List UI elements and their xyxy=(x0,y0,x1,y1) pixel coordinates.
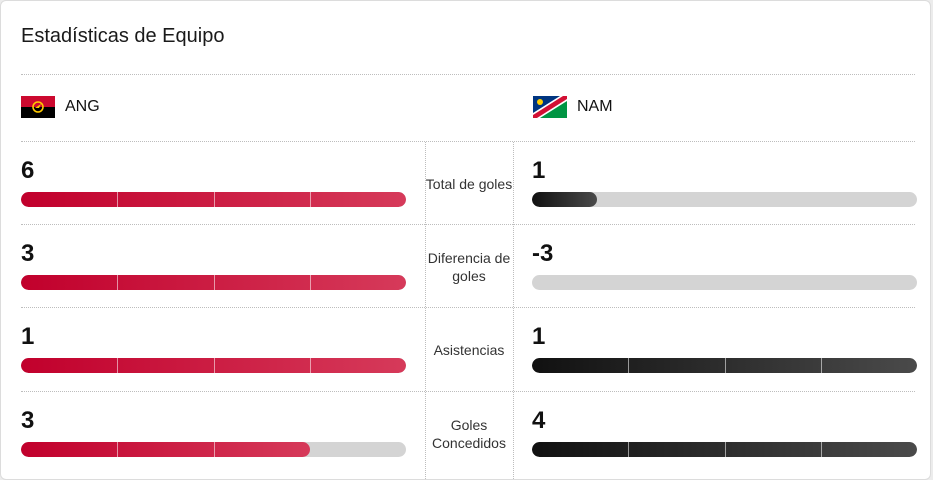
bar-segment-divider xyxy=(309,275,311,290)
away-stat-value: 1 xyxy=(532,323,546,350)
away-stat-bar xyxy=(532,192,917,207)
away-stat-bar xyxy=(532,275,917,290)
stat-label: Diferencia de goles xyxy=(427,249,511,284)
stat-label: Asistencias xyxy=(433,341,505,358)
stat-row: 3 Diferencia de goles -3 xyxy=(1,225,932,308)
away-stat-bar xyxy=(532,358,917,373)
home-stat-value: 3 xyxy=(21,240,35,267)
bar-segment-divider xyxy=(117,275,119,290)
stat-label: Goles Concedidos xyxy=(432,416,506,451)
bar-segment-divider xyxy=(820,442,822,457)
bar-segment-divider xyxy=(117,358,119,373)
bar-segment-divider xyxy=(213,442,215,457)
home-team-header: ANG xyxy=(21,96,100,118)
away-stat-bar-fill xyxy=(532,192,598,207)
bar-segment-divider xyxy=(117,442,119,457)
divider xyxy=(21,391,915,392)
away-team-code: NAM xyxy=(577,98,613,115)
home-stat-bar xyxy=(21,358,406,373)
away-stat-bar xyxy=(532,442,917,457)
home-stat-bar xyxy=(21,192,406,207)
stat-label: Total de goles xyxy=(425,175,513,192)
home-stat-bar xyxy=(21,442,406,457)
bar-segment-divider xyxy=(628,442,630,457)
home-team-code: ANG xyxy=(65,98,100,115)
bar-segment-divider xyxy=(213,192,215,207)
divider xyxy=(21,141,915,142)
column-divider xyxy=(513,142,514,479)
bar-segment-divider xyxy=(724,442,726,457)
away-stat-value: 1 xyxy=(532,157,546,184)
bar-segment-divider xyxy=(724,358,726,373)
divider xyxy=(21,74,915,75)
stat-row: 3 Goles Concedidos 4 xyxy=(1,392,932,475)
stat-row: 1 Asistencias 1 xyxy=(1,308,932,391)
bar-segment-divider xyxy=(309,358,311,373)
bar-segment-divider xyxy=(213,275,215,290)
namibia-flag-icon xyxy=(533,96,567,118)
away-team-header: NAM xyxy=(533,96,613,118)
divider xyxy=(21,307,915,308)
bar-segment-divider xyxy=(628,358,630,373)
home-stat-bar-fill xyxy=(21,442,310,457)
home-stat-value: 6 xyxy=(21,157,35,184)
home-stat-value: 3 xyxy=(21,407,35,434)
bar-segment-divider xyxy=(820,358,822,373)
stat-row: 6 Total de goles 1 xyxy=(1,142,932,225)
bar-segment-divider xyxy=(117,192,119,207)
away-stat-value: -3 xyxy=(532,240,554,267)
angola-flag-icon xyxy=(21,96,55,118)
bar-segment-divider xyxy=(213,358,215,373)
card-title: Estadísticas de Equipo xyxy=(21,25,225,47)
bar-segment-divider xyxy=(309,192,311,207)
home-stat-value: 1 xyxy=(21,323,35,350)
away-stat-value: 4 xyxy=(532,407,546,434)
column-divider xyxy=(425,142,426,479)
home-stat-bar xyxy=(21,275,406,290)
divider xyxy=(21,224,915,225)
